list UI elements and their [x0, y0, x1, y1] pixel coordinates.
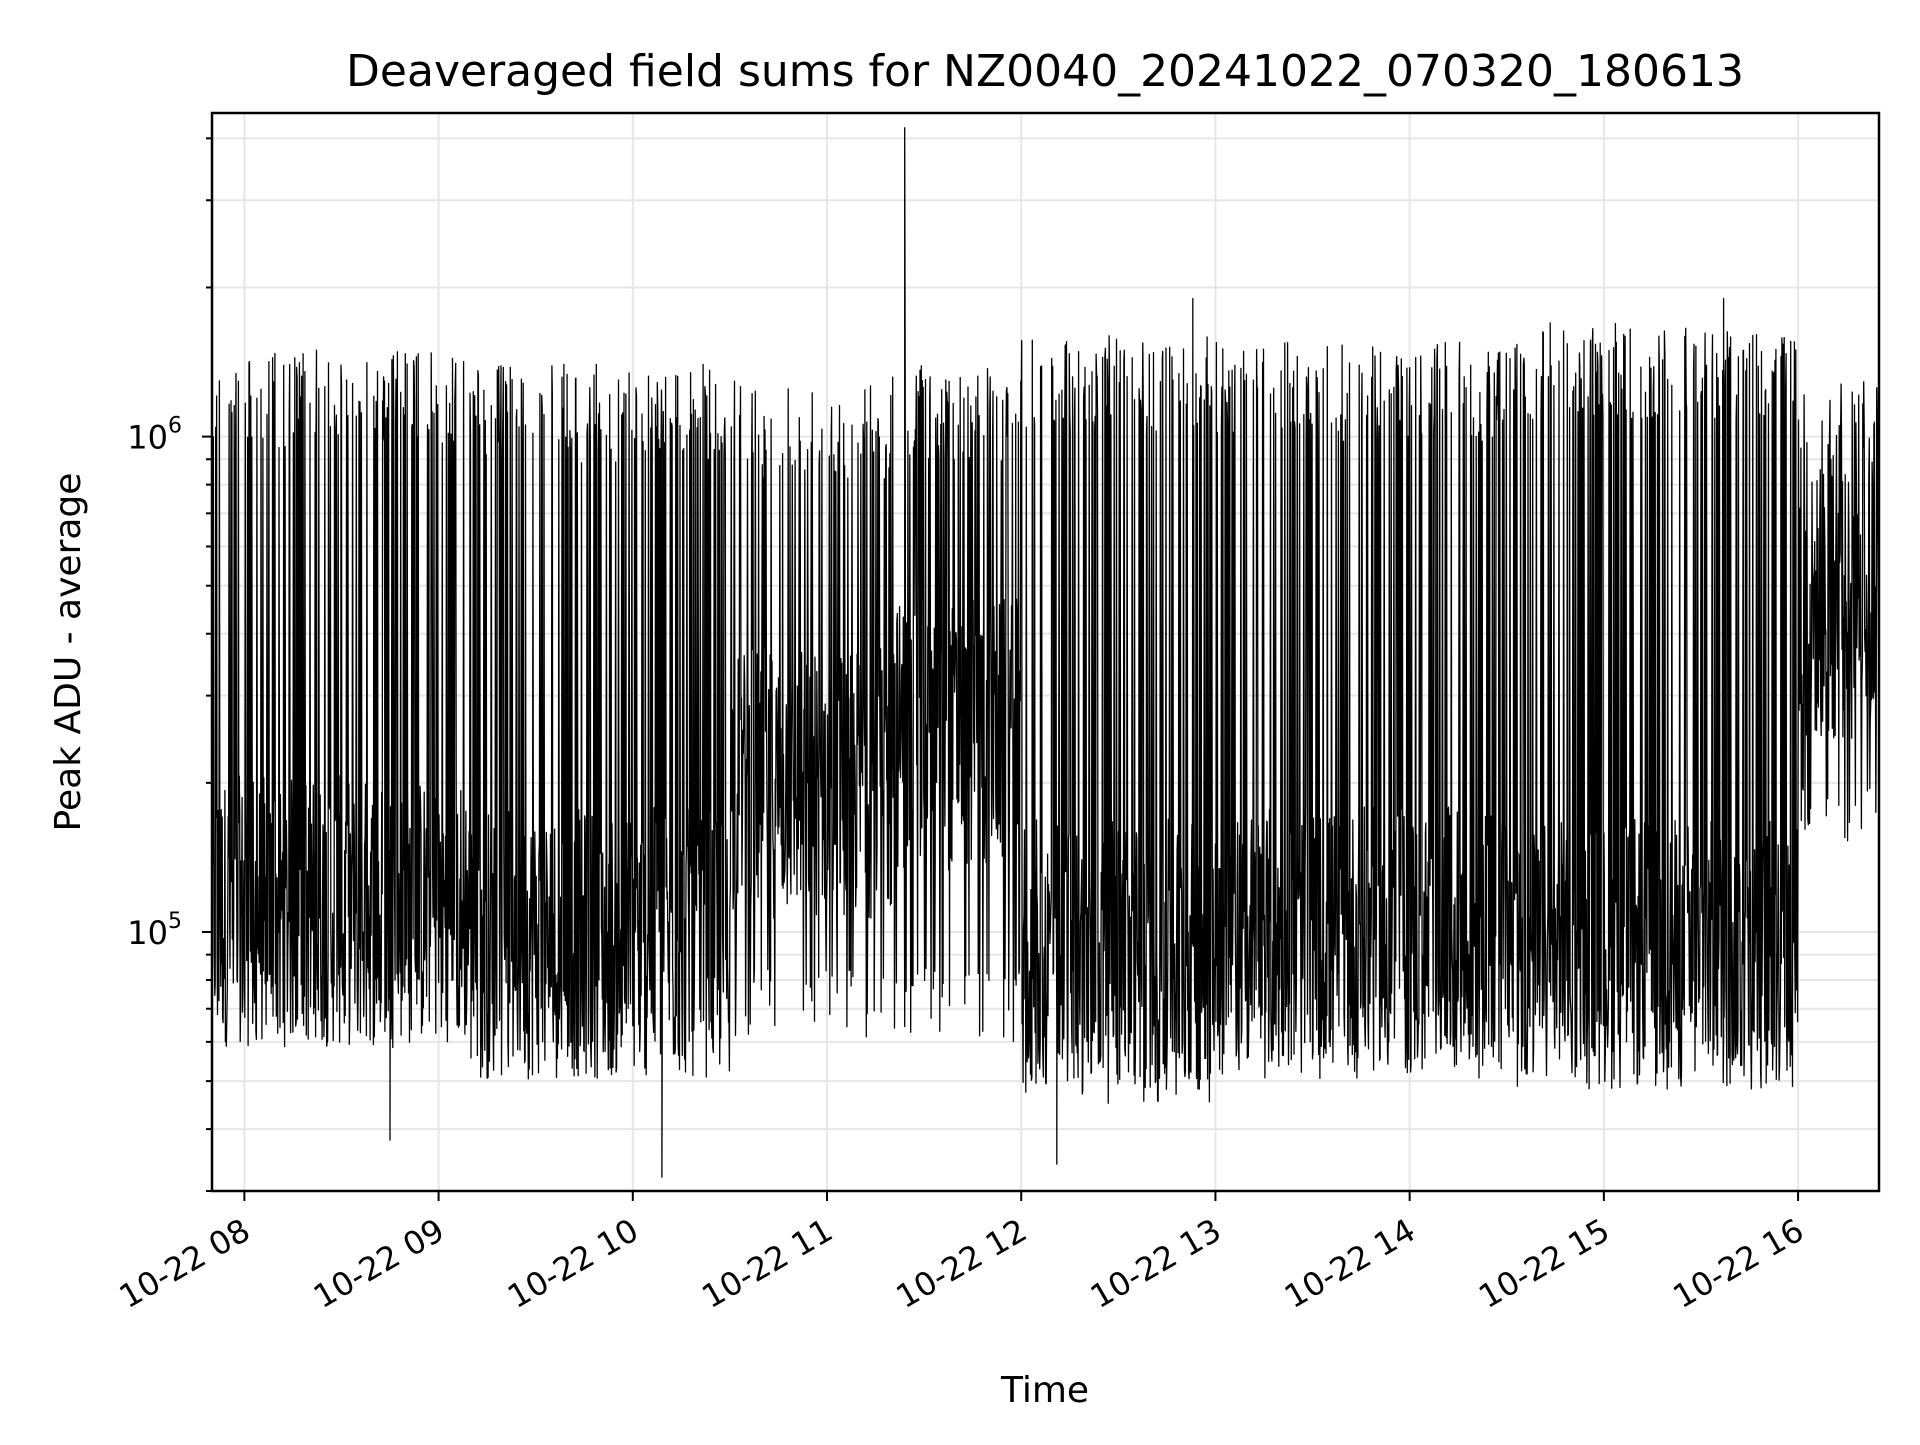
x-tick-label: 10-22 10: [501, 1211, 645, 1316]
x-tick-label: 10-22 14: [1278, 1211, 1422, 1316]
x-axis-label: Time: [1000, 1370, 1089, 1411]
x-tick-label: 10-22 16: [1666, 1211, 1810, 1316]
y-axis: 105 106: [127, 137, 212, 1192]
plot-frame: [210, 111, 1881, 1193]
x-tick-label: 10-22 15: [1472, 1211, 1616, 1316]
chart-title: Deaveraged field sums for NZ0040_2024102…: [346, 46, 1744, 97]
x-tick-label: 10-22 13: [1084, 1211, 1228, 1316]
x-tick-label: 10-22 08: [113, 1211, 257, 1316]
x-axis: 10-22 08 10-22 09 10-22 10 10-22 11 10-22 12…: [113, 1191, 1810, 1316]
series-line: [211, 127, 1880, 1178]
y-axis-label: Peak ADU - average: [48, 473, 89, 832]
x-tick-label: 10-22 12: [890, 1211, 1034, 1316]
x-tick-label: 10-22 11: [695, 1211, 839, 1316]
x-tick-label: 10-22 09: [307, 1211, 451, 1316]
y-tick-label: 105: [127, 909, 182, 952]
y-tick-label: 106: [127, 414, 182, 457]
series-layer: [211, 127, 1880, 1178]
